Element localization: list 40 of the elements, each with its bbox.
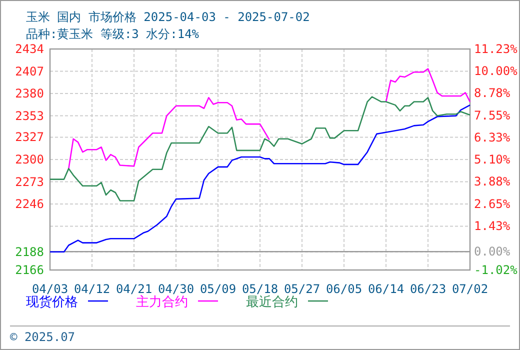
- y-tick-label: 2166: [15, 263, 44, 277]
- x-tick-label: 05/18: [242, 282, 278, 296]
- legend-label: 现货价格: [26, 295, 78, 310]
- x-tick-label: 07/02: [452, 282, 488, 296]
- y2-tick-label: 8.78%: [474, 86, 511, 100]
- x-tick-label: 05/27: [284, 282, 320, 296]
- y2-tick-label: -1.02%: [474, 263, 518, 277]
- x-tick-label: 06/14: [368, 282, 404, 296]
- x-tick-label: 04/03: [32, 282, 68, 296]
- y2-tick-label: 11.23%: [474, 42, 518, 56]
- y2-tick-label: 7.55%: [474, 108, 511, 122]
- y2-tick-label: 3.88%: [474, 174, 511, 189]
- y2-tick-label: 6.33%: [474, 130, 511, 144]
- x-tick-label: 06/23: [410, 282, 446, 296]
- x-tick-label: 04/21: [116, 282, 152, 296]
- legend-label: 主力合约: [136, 294, 188, 310]
- y-tick-label: 2353: [15, 108, 44, 123]
- chart-title: 玉米 国内 市场价格 2025-04-03 - 2025-07-02: [26, 10, 310, 24]
- y2-tick-label: 5.10%: [474, 152, 511, 167]
- y-tick-label: 2327: [15, 130, 44, 144]
- y2-tick-label: 10.00%: [474, 64, 518, 78]
- line-series: [49, 104, 471, 253]
- chart-subtitle: 品种:黄玉米 等级:3 水分:14%: [26, 27, 200, 41]
- y-tick-label: 2380: [15, 86, 44, 101]
- y-tick-label: 2188: [15, 244, 44, 259]
- y-tick-label: 2300: [15, 152, 44, 166]
- y2-tick-label: 0.00%: [474, 244, 511, 259]
- x-tick-label: 04/30: [158, 282, 194, 296]
- legend-label: 最近合约: [246, 295, 298, 310]
- text: © 2025.07: [10, 330, 76, 344]
- x-tick-label: 06/05: [326, 282, 362, 296]
- x-tick-label: 05/09: [200, 282, 236, 296]
- line-series: [49, 96, 471, 202]
- y-tick-label: 2407: [15, 64, 44, 78]
- y-tick-label: 2273: [15, 174, 44, 189]
- y-tick-label: 2434: [15, 42, 44, 56]
- y2-tick-label: 1.43%: [474, 218, 511, 233]
- y-tick-label: 2246: [15, 197, 44, 212]
- y2-tick-label: 2.65%: [474, 196, 511, 211]
- x-tick-label: 04/12: [74, 282, 110, 296]
